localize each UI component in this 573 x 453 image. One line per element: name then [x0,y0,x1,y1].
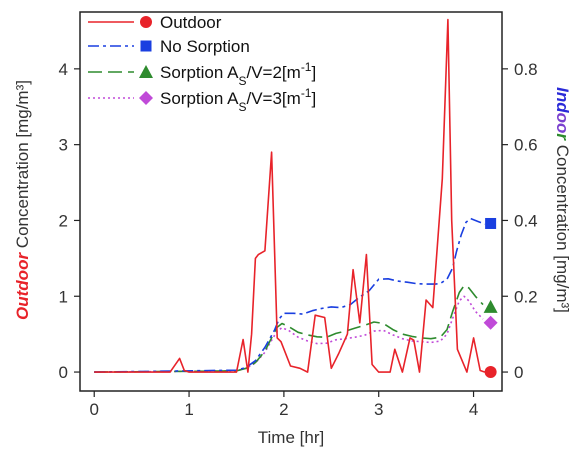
right-y-tick-label: 0 [514,363,523,382]
series-end-marker-2 [485,217,497,229]
left-y-tick-label: 4 [59,60,68,79]
x-tick-label: 2 [279,400,288,419]
series-line-3 [94,284,484,373]
series-layer [94,18,498,379]
legend-marker-4 [139,91,153,105]
legend-label-3: Sorption AS/V=2[m-1] [160,60,316,88]
right-y-axis: 0 0.2 0.4 0.6 0.8 [502,60,538,382]
x-tick-label: 4 [469,400,478,419]
right-y-tick-label: 0.2 [514,287,538,306]
series-line-1 [94,18,486,373]
right-y-tick-label: 0.8 [514,60,538,79]
series-line-2 [94,217,486,373]
x-axis: 0 1 2 3 4 [89,391,478,419]
x-axis-label: Time [hr] [258,428,324,447]
plot-frame [79,11,503,392]
right-y-label-part1: Ind [553,87,572,113]
series-end-marker-4 [483,315,498,330]
left-y-label-rest: Concentration [mg/m³] [13,80,32,253]
x-tick-label: 1 [184,400,193,419]
left-y-label-emphasis: Outdoor [13,252,32,320]
left-y-tick-label: 1 [59,287,68,306]
right-y-tick-label: 0.6 [514,136,538,155]
left-y-axis-label: Outdoor Concentration [mg/m³] [13,80,32,320]
left-y-axis: 0 1 2 3 4 [59,60,80,382]
right-y-tick-label: 0.4 [514,211,538,230]
right-y-axis-label: Indoor Concentration [mg/m³] [553,87,572,313]
left-y-tick-label: 2 [59,211,68,230]
left-y-tick-label: 3 [59,136,68,155]
legend-marker-3 [139,65,153,78]
left-y-tick-label: 0 [59,363,68,382]
right-y-label-part2: oo [553,113,572,134]
legend-marker-1 [140,16,152,28]
x-tick-label: 3 [374,400,383,419]
legend-label-2: No Sorption [160,37,250,56]
right-y-label-rest: Concentration [mg/m³] [553,140,572,313]
legend-marker-2 [140,40,152,52]
series-line-4 [94,295,484,373]
legend-label-4: Sorption AS/V=3[m-1] [160,86,316,114]
x-tick-label: 0 [89,400,98,419]
legend: Outdoor No Sorption Sorption AS/V=2[m-1]So… [88,13,316,114]
series-end-marker-1 [484,366,497,379]
series-end-marker-3 [483,299,498,313]
legend-label-1: Outdoor [160,13,222,32]
right-y-label-part3: r [553,133,572,141]
